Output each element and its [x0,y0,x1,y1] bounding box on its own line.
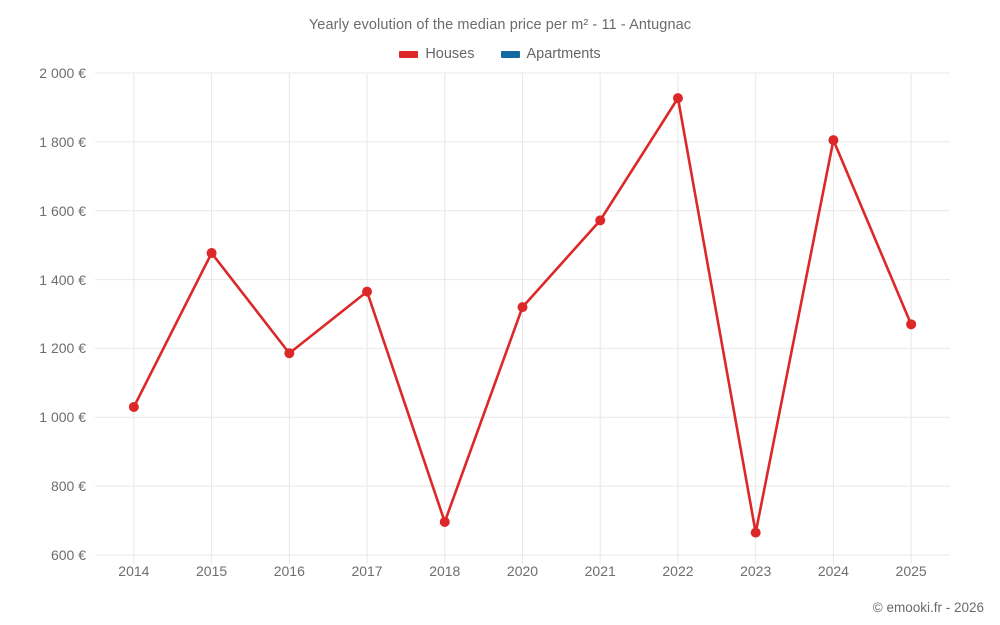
x-axis-tick-label: 2021 [584,563,616,579]
x-axis-tick-label: 2017 [351,563,383,579]
chart-title: Yearly evolution of the median price per… [308,17,692,33]
x-axis-tick-label: 2023 [740,563,772,579]
plot-area [95,72,950,564]
y-axis-tick-label: 1 000 € [39,409,86,426]
y-axis: 600 € 800 € 1 000 € 1 200 € 1 400 € 1 600 € 1 … [0,0,86,625]
data-point[interactable] [595,215,606,226]
data-point[interactable] [206,248,217,259]
legend-label-apartments: Apartments [526,46,601,62]
data-point[interactable] [672,93,683,104]
x-axis-tick-label: 2022 [662,563,694,579]
y-axis-tick-label: 1 800 € [39,133,86,150]
data-point[interactable] [828,135,839,146]
x-axis-tick-label: 2015 [196,563,228,579]
chart-legend: Houses Apartments [0,46,1000,62]
x-axis: 2014 2015 2016 2017 2018 2020 2021 2022 2023 2024… [95,564,950,586]
legend-item-apartments[interactable]: Apartments [500,46,601,62]
x-axis-tick-label: 2020 [506,563,539,579]
data-point[interactable] [362,286,373,297]
y-axis-tick-label: 600 € [50,547,86,563]
y-axis-tick-label: 1 600 € [39,202,86,219]
data-point[interactable] [284,348,295,359]
y-axis-tick-label: 2 000 € [39,65,86,81]
x-axis-tick-label: 2024 [817,563,849,579]
legend-color-swatch-apartments [500,50,520,58]
plot-svg [95,72,950,564]
legend-item-houses[interactable]: Houses [399,46,475,62]
y-axis-tick-label: 800 € [50,478,86,495]
data-point[interactable] [517,302,528,313]
y-axis-tick-label: 1 400 € [39,271,86,288]
x-axis-tick-label: 2014 [118,563,150,579]
y-axis-tick-label: 1 200 € [39,340,86,357]
legend-label-houses: Houses [425,46,475,62]
data-point[interactable] [439,516,450,527]
data-point[interactable] [128,401,139,412]
x-axis-tick-label: 2016 [273,563,305,579]
data-point[interactable] [750,527,761,538]
legend-color-swatch-houses [399,50,419,58]
data-point[interactable] [906,319,917,330]
copyright-footer: © emooki.fr - 2026 [872,600,984,615]
x-axis-tick-label: 2025 [895,563,927,579]
x-axis-tick-label: 2018 [429,563,461,579]
